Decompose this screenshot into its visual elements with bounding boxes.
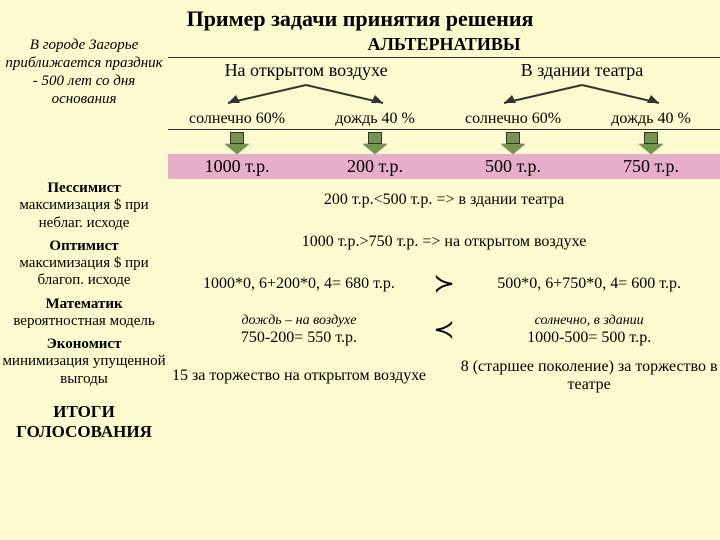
role-desc: максимизация $ при неблаг. исходе	[19, 197, 148, 230]
role-mathematician: Математик вероятностная модель	[13, 296, 154, 331]
math-calc-right: 500*0, 6+750*0, 4= 600 т.р.	[458, 275, 720, 293]
pessimist-calc: 200 т.р.<500 т.р. => в здании театра	[168, 191, 720, 209]
summary-label: ИТОГИ ГОЛОСОВАНИЯ	[2, 402, 166, 442]
econ-right: солнечно, в здании 1000-500= 500 т.р.	[458, 313, 720, 347]
pessimist-calc-row: 200 т.р.<500 т.р. => в здании театра	[168, 179, 720, 221]
econ-note-right: солнечно, в здании	[458, 313, 720, 329]
down-arrow-icon	[639, 132, 663, 154]
outcome-a: 1000 т.р.	[168, 154, 306, 179]
role-name: Пессимист	[47, 180, 120, 196]
down-arrow-icon	[501, 132, 525, 154]
greater-icon: ≻	[430, 269, 458, 299]
prob-sun-b: солнечно 60%	[444, 109, 582, 130]
role-economist: Экономист минимизация упущенной выгоды	[2, 336, 166, 388]
less-icon: ≺	[430, 315, 458, 345]
split-arrows-row	[168, 83, 720, 109]
outcomes-row: 1000 т.р. 200 т.р. 500 т.р. 750 т.р.	[168, 154, 720, 179]
down-arrows-row	[168, 130, 720, 154]
down-arrow-icon	[225, 132, 249, 154]
role-desc: вероятностная модель	[13, 313, 154, 329]
prob-rain-a: дождь 40 %	[306, 109, 444, 130]
role-desc: минимизация упущенной выгоды	[2, 353, 165, 386]
down-arrow-icon	[363, 132, 387, 154]
econ-calc-row: дождь – на воздухе 750-200= 550 т.р. ≺ с…	[168, 305, 720, 355]
econ-left: дождь – на воздухе 750-200= 550 т.р.	[168, 313, 430, 347]
context-text: В городе Загорье приближается праздник -…	[2, 36, 166, 108]
left-column: В городе Загорье приближается праздник -…	[0, 32, 168, 442]
alt-b: В здании театра	[444, 57, 720, 83]
outcome-b: 200 т.р.	[306, 154, 444, 179]
role-name: Математик	[45, 296, 122, 312]
econ-calc-left: 750-200= 550 т.р.	[168, 329, 430, 347]
econ-calc-right: 1000-500= 500 т.р.	[458, 329, 720, 347]
analysis-block: 200 т.р.<500 т.р. => в здании театра 100…	[168, 179, 720, 397]
alternatives-row: На открытом воздухе В здании театра	[168, 57, 720, 83]
prob-rain-b: дождь 40 %	[582, 109, 720, 130]
slide-title: Пример задачи принятия решения	[0, 0, 720, 32]
optimist-calc-row: 1000 т.р.>750 т.р. => на открытом воздух…	[168, 221, 720, 263]
alt-a: На открытом воздухе	[168, 57, 444, 83]
outcome-c: 500 т.р.	[444, 154, 582, 179]
summary-row: 15 за торжество на открытом воздухе 8 (с…	[168, 355, 720, 397]
split-arrow-left	[168, 83, 444, 109]
alternatives-header: АЛЬТЕРНАТИВЫ	[168, 32, 720, 55]
role-desc: максимизация $ при благоп. исходе	[19, 255, 148, 288]
math-calc-row: 1000*0, 6+200*0, 4= 680 т.р. ≻ 500*0, 6+…	[168, 263, 720, 305]
split-arrow-right	[444, 83, 720, 109]
right-column: АЛЬТЕРНАТИВЫ На открытом воздухе В здани…	[168, 32, 720, 442]
probability-row: солнечно 60% дождь 40 % солнечно 60% дож…	[168, 109, 720, 130]
role-optimist: Оптимист максимизация $ при благоп. исхо…	[2, 238, 166, 290]
main-layout: В городе Загорье приближается праздник -…	[0, 32, 720, 442]
outcome-d: 750 т.р.	[582, 154, 720, 179]
summary-right: 8 (старшее поколение) за торжество в теа…	[458, 358, 720, 394]
prob-sun-a: солнечно 60%	[168, 109, 306, 130]
role-pessimist: Пессимист максимизация $ при неблаг. исх…	[2, 180, 166, 232]
role-name: Экономист	[47, 336, 122, 352]
optimist-calc: 1000 т.р.>750 т.р. => на открытом воздух…	[168, 233, 720, 251]
econ-note-left: дождь – на воздухе	[168, 313, 430, 329]
math-calc-left: 1000*0, 6+200*0, 4= 680 т.р.	[168, 275, 430, 293]
summary-left: 15 за торжество на открытом воздухе	[168, 367, 430, 385]
role-name: Оптимист	[49, 238, 118, 254]
